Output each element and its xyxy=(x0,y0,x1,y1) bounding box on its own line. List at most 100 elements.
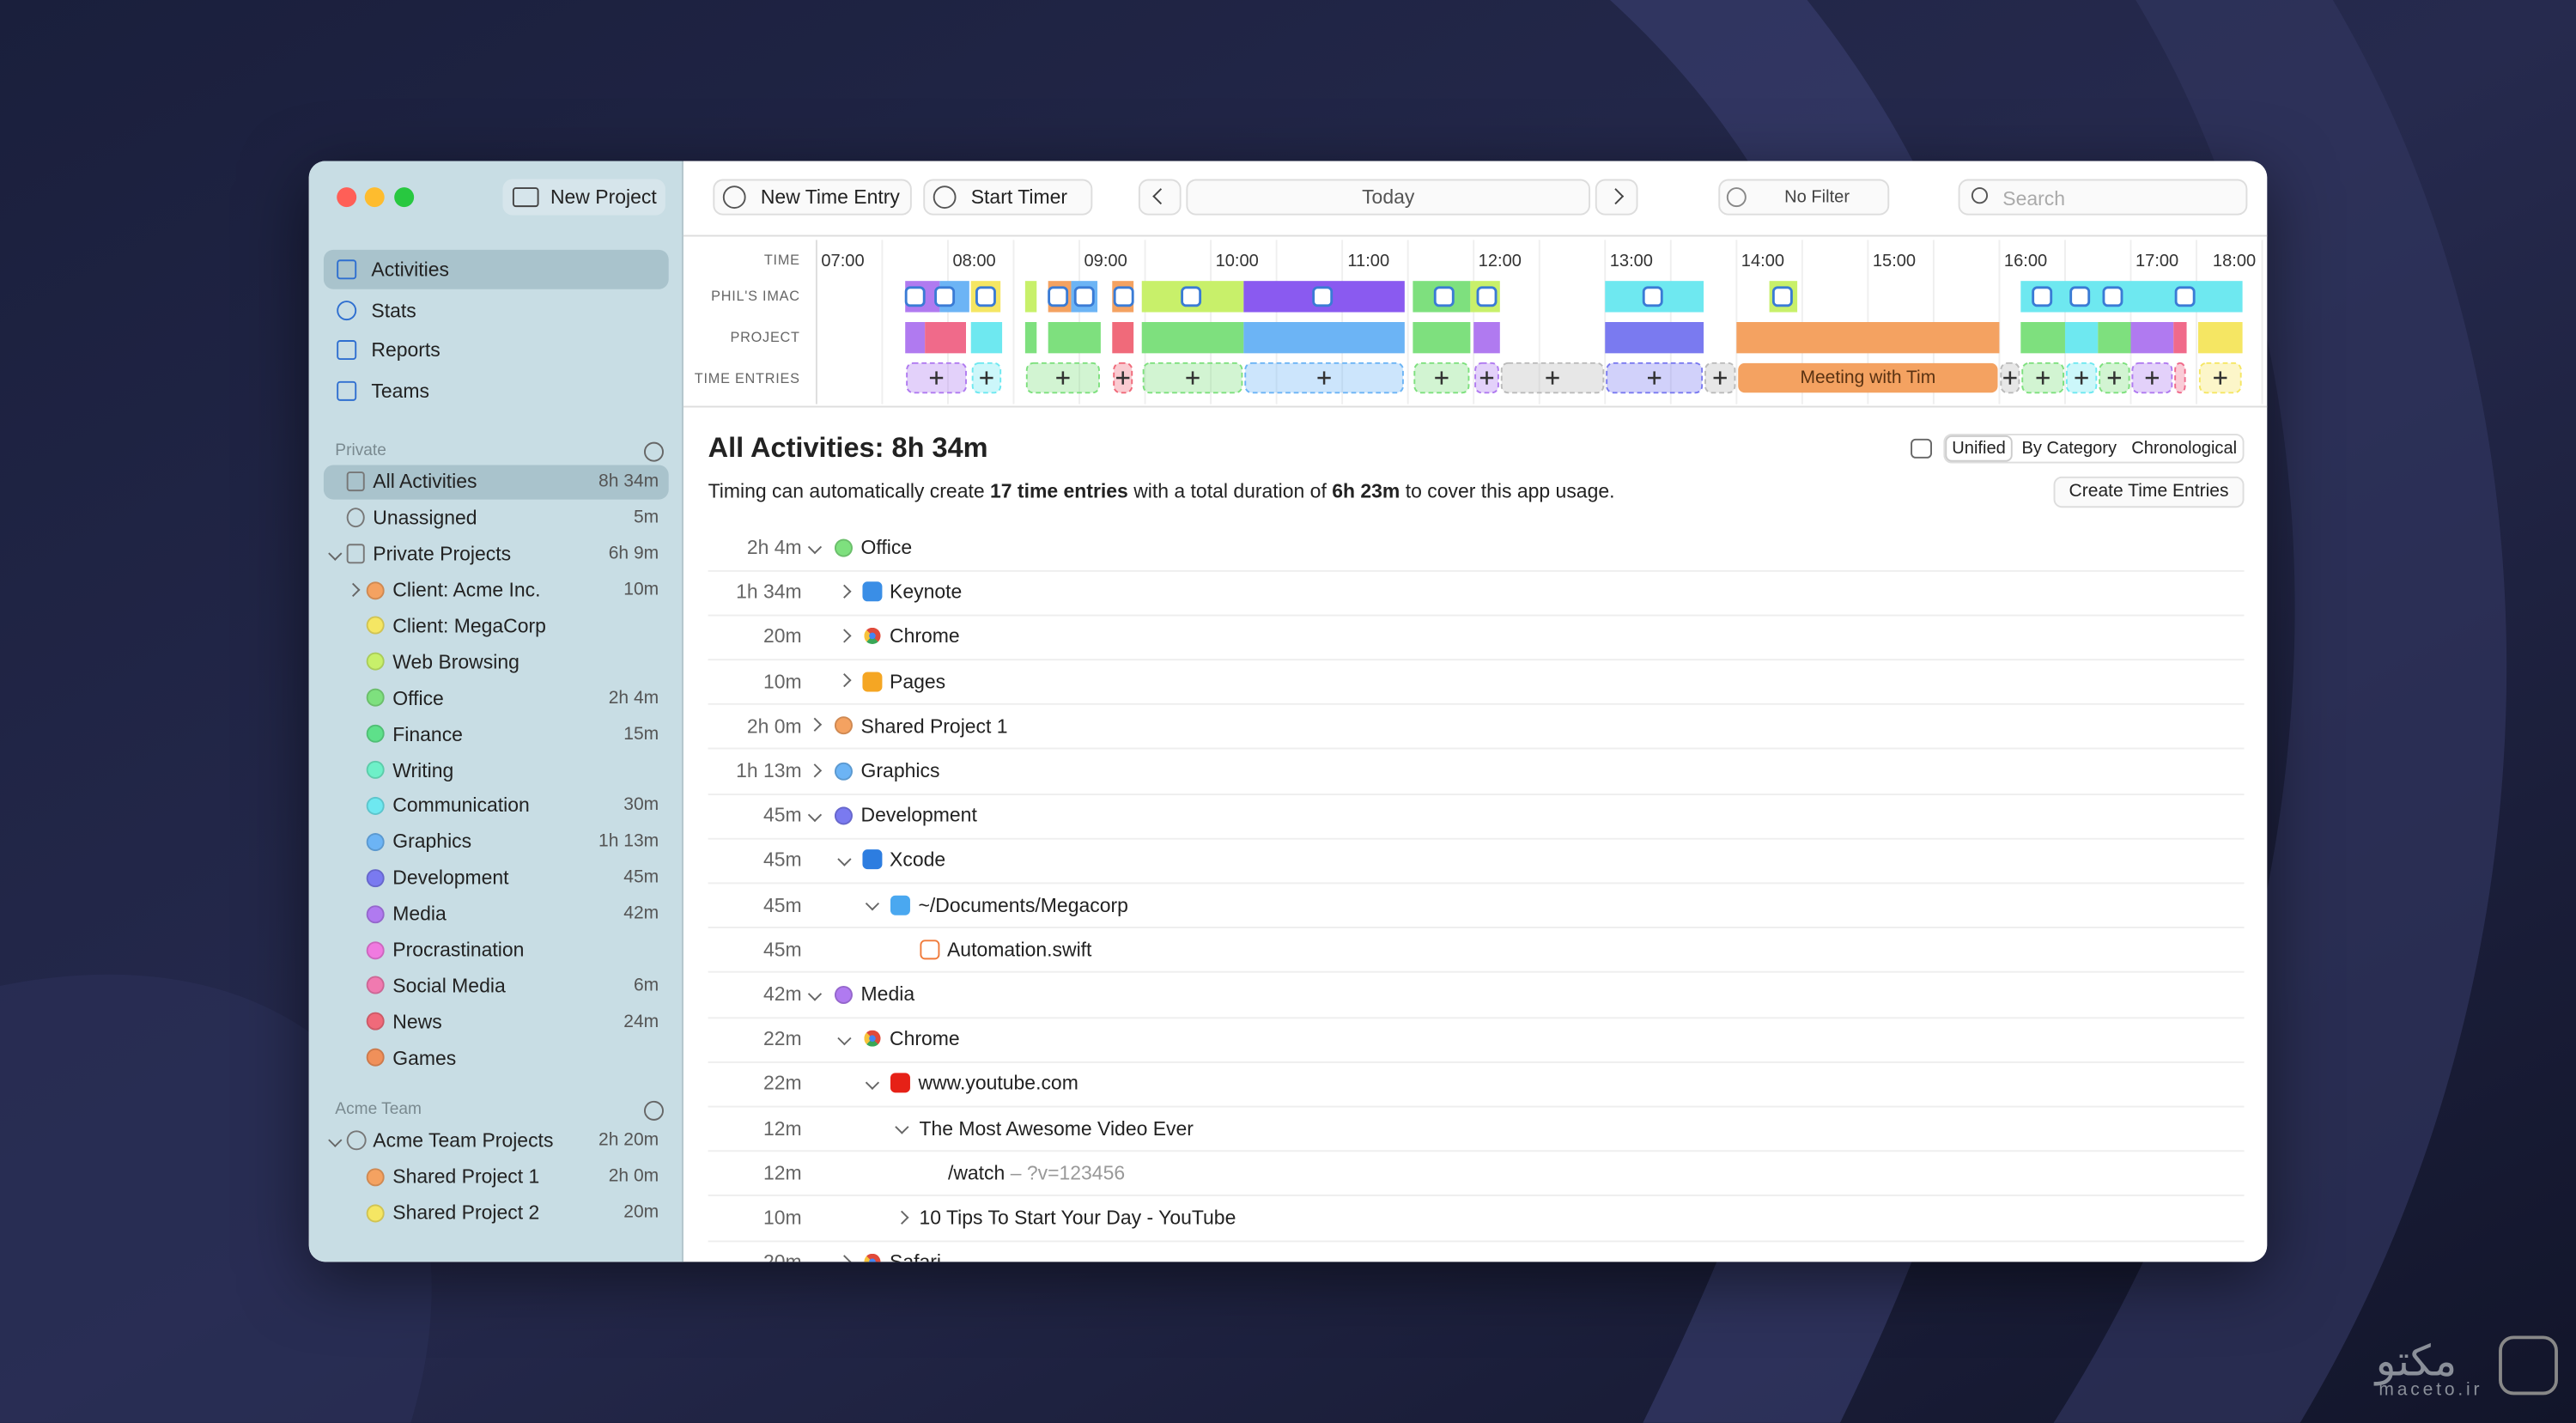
project-block xyxy=(970,321,1003,354)
app-icon xyxy=(1073,286,1095,307)
date-field[interactable] xyxy=(1186,179,1591,216)
row-label[interactable]: Chrome xyxy=(890,1027,960,1050)
sidebar-item[interactable]: Private Projects xyxy=(373,542,512,566)
create-entries-button[interactable] xyxy=(2053,476,2245,508)
chevron[interactable] xyxy=(836,1254,851,1262)
view-option[interactable]: Unified xyxy=(1952,438,2006,459)
next-day-button[interactable] xyxy=(1595,179,1638,216)
nav-selection xyxy=(323,249,669,289)
project-item[interactable]: Development xyxy=(392,866,509,890)
project-item[interactable]: Client: MegaCorp xyxy=(392,614,546,638)
sidebar-item[interactable]: Acme Team Projects xyxy=(373,1128,554,1152)
project-item[interactable]: Procrastination xyxy=(392,938,525,962)
project-item[interactable]: Client: Acme Inc. xyxy=(392,578,541,602)
project-item[interactable]: Graphics xyxy=(392,830,472,854)
chevron[interactable] xyxy=(807,986,823,1000)
project-item[interactable]: Finance xyxy=(392,722,463,745)
chevron[interactable] xyxy=(865,897,880,911)
color-dot xyxy=(365,832,384,851)
nav-item[interactable]: Activities xyxy=(371,258,449,282)
project-item[interactable]: News xyxy=(392,1010,442,1034)
color-dot xyxy=(365,724,384,743)
app-icon xyxy=(890,894,910,915)
project-item[interactable]: Shared Project 1 xyxy=(392,1165,540,1189)
chevron[interactable] xyxy=(807,718,823,733)
chevron[interactable] xyxy=(894,1209,908,1224)
row-label[interactable]: Safari xyxy=(890,1249,941,1262)
sidebar-item[interactable]: All Activities xyxy=(373,470,477,493)
chevron[interactable] xyxy=(836,1031,851,1045)
add-button[interactable] xyxy=(643,1100,664,1121)
meeting-entry xyxy=(1738,362,1998,393)
chevron[interactable] xyxy=(807,763,823,777)
project-block xyxy=(1048,321,1101,354)
row-label[interactable]: Office xyxy=(860,535,913,559)
message-part: 17 time entries xyxy=(990,479,1128,503)
project-block xyxy=(2098,321,2131,354)
chevron[interactable] xyxy=(836,673,851,688)
row-label[interactable]: Keynote xyxy=(890,580,963,604)
row-label[interactable]: The Most Awesome Video Ever xyxy=(919,1116,1194,1140)
new-time-entry-button[interactable] xyxy=(713,179,912,216)
filter-button[interactable] xyxy=(1718,179,1890,216)
row-label[interactable]: ~/Documents/Megacorp xyxy=(918,893,1128,916)
add-button[interactable] xyxy=(643,441,664,462)
row-label[interactable]: Graphics xyxy=(860,758,940,782)
color-dot xyxy=(365,1049,384,1067)
project-item[interactable]: Games xyxy=(392,1046,457,1069)
chevron[interactable] xyxy=(865,1075,880,1090)
nav-item[interactable]: Reports xyxy=(371,338,440,362)
divider xyxy=(683,234,2268,237)
chevron[interactable] xyxy=(836,852,851,867)
row-duration: 20m xyxy=(763,624,802,648)
project-item[interactable]: Office xyxy=(392,686,444,709)
search-field[interactable] xyxy=(1958,179,2248,216)
color-dot xyxy=(365,1203,384,1222)
nav-item[interactable]: Stats xyxy=(371,299,416,322)
project-item[interactable]: Writing xyxy=(392,757,454,781)
row-label[interactable]: Automation.swift xyxy=(946,938,1092,961)
chevron[interactable] xyxy=(807,539,823,554)
project-item[interactable]: Communication xyxy=(392,794,530,818)
project-item[interactable]: Shared Project 2 xyxy=(392,1201,540,1225)
new-project-button[interactable] xyxy=(502,179,665,216)
row-label[interactable]: Media xyxy=(860,982,915,1006)
row-label[interactable]: www.youtube.com xyxy=(918,1072,1078,1095)
chevron[interactable] xyxy=(894,1120,908,1134)
duration-badge: 24m xyxy=(623,1012,659,1032)
message-part: 6h 23m xyxy=(1332,479,1400,503)
row-label[interactable]: 10 Tips To Start Your Day - YouTube xyxy=(919,1206,1236,1230)
chevron[interactable] xyxy=(807,807,823,822)
row-label[interactable]: Pages xyxy=(890,669,946,693)
nav-item[interactable]: Teams xyxy=(371,379,430,403)
button-label[interactable]: Create Time Entries xyxy=(2069,481,2229,502)
previous-day-button[interactable] xyxy=(1138,179,1182,216)
row-label[interactable]: Shared Project 1 xyxy=(860,714,1008,738)
window-control[interactable] xyxy=(364,187,385,208)
row-duration: 12m xyxy=(763,1161,802,1185)
chevron[interactable] xyxy=(836,584,851,599)
view-option[interactable]: Chronological xyxy=(2131,438,2238,459)
row-label[interactable]: Development xyxy=(860,803,977,827)
row-label[interactable]: Xcode xyxy=(890,848,946,872)
project-item[interactable]: Web Browsing xyxy=(392,650,519,674)
project-item[interactable]: Social Media xyxy=(392,974,506,998)
app-icon xyxy=(863,1030,880,1048)
search-icon xyxy=(1971,187,1989,204)
view-option[interactable]: By Category xyxy=(2021,438,2117,459)
color-dot xyxy=(365,653,384,672)
row-label[interactable]: /watch – ?v=123456 xyxy=(947,1161,1126,1185)
filter-label: No Filter xyxy=(1784,187,1850,208)
button-label: Start Timer xyxy=(970,185,1068,209)
window-control[interactable] xyxy=(337,187,357,208)
project-item[interactable]: Media xyxy=(392,902,447,926)
section-title: All Activities: 8h 34m xyxy=(708,432,988,464)
duration-badge: 5m xyxy=(633,508,659,528)
chevron[interactable] xyxy=(836,629,851,643)
row-duration: 12m xyxy=(763,1116,802,1140)
row-label[interactable]: Chrome xyxy=(890,624,960,648)
sidebar-item[interactable]: Unassigned xyxy=(373,506,477,530)
window-control[interactable] xyxy=(394,187,415,208)
watermark: maceto.ir xyxy=(2379,1380,2483,1401)
